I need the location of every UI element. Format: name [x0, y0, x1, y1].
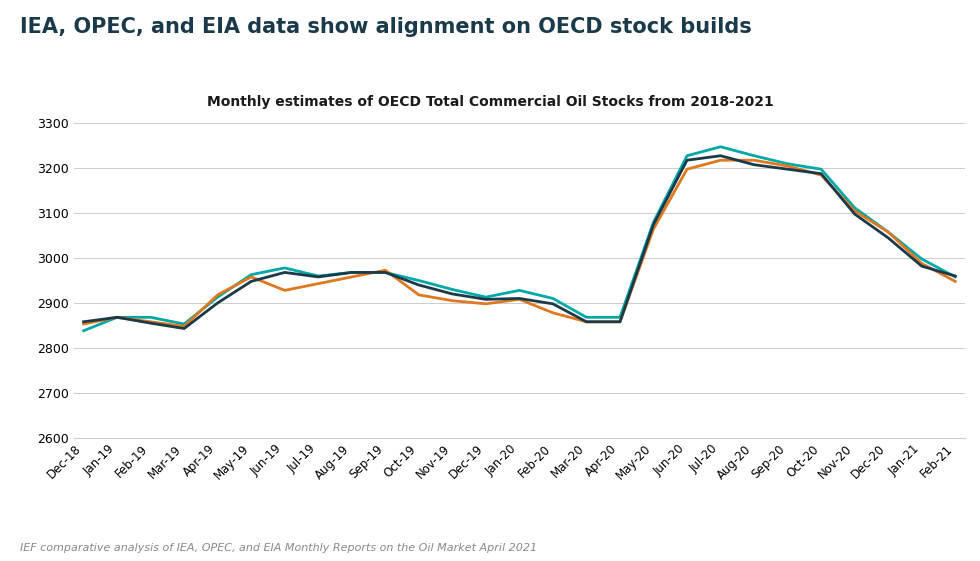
IEA (OECD total commercial stocks): [748, 162, 760, 168]
Text: IEA, OPEC, and EIA data show alignment on OECD stock builds: IEA, OPEC, and EIA data show alignment o…: [20, 17, 752, 37]
OPEC (OECD total commercial stocks): [178, 321, 190, 328]
OPEC (OECD total commercial stocks): [111, 314, 122, 321]
EIA (OECD total commercial stocks): [547, 310, 559, 316]
OPEC (OECD total commercial stocks): [346, 269, 358, 276]
IEA (OECD total commercial stocks): [413, 282, 424, 288]
IEA (OECD total commercial stocks): [714, 153, 726, 159]
IEA (OECD total commercial stocks): [648, 221, 660, 228]
IEA (OECD total commercial stocks): [681, 157, 693, 164]
OPEC (OECD total commercial stocks): [547, 295, 559, 302]
OPEC (OECD total commercial stocks): [614, 314, 626, 321]
IEA (OECD total commercial stocks): [614, 319, 626, 325]
OPEC (OECD total commercial stocks): [950, 274, 961, 280]
Line: IEA (OECD total commercial stocks): IEA (OECD total commercial stocks): [83, 156, 956, 329]
OPEC (OECD total commercial stocks): [714, 144, 726, 150]
Line: EIA (OECD total commercial stocks): EIA (OECD total commercial stocks): [83, 160, 956, 327]
EIA (OECD total commercial stocks): [379, 267, 391, 274]
EIA (OECD total commercial stocks): [313, 280, 324, 287]
OPEC (OECD total commercial stocks): [447, 286, 459, 293]
IEA (OECD total commercial stocks): [580, 319, 592, 325]
IEA (OECD total commercial stocks): [77, 319, 89, 325]
OPEC (OECD total commercial stocks): [748, 153, 760, 159]
Text: IEF comparative analysis of IEA, OPEC, and EIA Monthly Reports on the Oil Market: IEF comparative analysis of IEA, OPEC, a…: [20, 542, 537, 553]
Text: Monthly estimates of OECD Total Commercial Oil Stocks from 2018-2021: Monthly estimates of OECD Total Commerci…: [207, 95, 773, 109]
EIA (OECD total commercial stocks): [514, 296, 525, 303]
OPEC (OECD total commercial stocks): [580, 314, 592, 321]
Line: OPEC (OECD total commercial stocks): OPEC (OECD total commercial stocks): [83, 147, 956, 331]
OPEC (OECD total commercial stocks): [849, 204, 860, 211]
EIA (OECD total commercial stocks): [212, 292, 223, 298]
OPEC (OECD total commercial stocks): [815, 166, 827, 173]
OPEC (OECD total commercial stocks): [514, 287, 525, 294]
OPEC (OECD total commercial stocks): [882, 229, 894, 236]
EIA (OECD total commercial stocks): [916, 260, 928, 267]
IEA (OECD total commercial stocks): [916, 263, 928, 269]
EIA (OECD total commercial stocks): [882, 229, 894, 236]
OPEC (OECD total commercial stocks): [648, 219, 660, 226]
OPEC (OECD total commercial stocks): [145, 314, 157, 321]
IEA (OECD total commercial stocks): [212, 300, 223, 306]
OPEC (OECD total commercial stocks): [782, 160, 794, 167]
EIA (OECD total commercial stocks): [178, 323, 190, 330]
EIA (OECD total commercial stocks): [245, 274, 257, 280]
OPEC (OECD total commercial stocks): [916, 256, 928, 263]
OPEC (OECD total commercial stocks): [413, 277, 424, 284]
EIA (OECD total commercial stocks): [77, 321, 89, 328]
EIA (OECD total commercial stocks): [447, 297, 459, 304]
IEA (OECD total commercial stocks): [145, 320, 157, 327]
EIA (OECD total commercial stocks): [681, 166, 693, 173]
OPEC (OECD total commercial stocks): [77, 328, 89, 334]
EIA (OECD total commercial stocks): [648, 226, 660, 232]
IEA (OECD total commercial stocks): [111, 314, 122, 321]
EIA (OECD total commercial stocks): [849, 208, 860, 214]
IEA (OECD total commercial stocks): [882, 234, 894, 241]
EIA (OECD total commercial stocks): [346, 274, 358, 280]
IEA (OECD total commercial stocks): [379, 269, 391, 276]
IEA (OECD total commercial stocks): [547, 301, 559, 307]
IEA (OECD total commercial stocks): [480, 296, 492, 303]
OPEC (OECD total commercial stocks): [245, 272, 257, 278]
EIA (OECD total commercial stocks): [580, 319, 592, 325]
IEA (OECD total commercial stocks): [447, 291, 459, 297]
EIA (OECD total commercial stocks): [480, 301, 492, 307]
EIA (OECD total commercial stocks): [748, 157, 760, 164]
EIA (OECD total commercial stocks): [714, 157, 726, 164]
OPEC (OECD total commercial stocks): [379, 269, 391, 276]
EIA (OECD total commercial stocks): [815, 172, 827, 178]
EIA (OECD total commercial stocks): [413, 292, 424, 298]
OPEC (OECD total commercial stocks): [313, 273, 324, 279]
OPEC (OECD total commercial stocks): [279, 265, 291, 272]
IEA (OECD total commercial stocks): [950, 273, 961, 279]
EIA (OECD total commercial stocks): [111, 314, 122, 321]
IEA (OECD total commercial stocks): [313, 274, 324, 280]
IEA (OECD total commercial stocks): [815, 171, 827, 177]
IEA (OECD total commercial stocks): [346, 269, 358, 276]
OPEC (OECD total commercial stocks): [480, 294, 492, 301]
IEA (OECD total commercial stocks): [245, 278, 257, 285]
OPEC (OECD total commercial stocks): [681, 153, 693, 159]
OPEC (OECD total commercial stocks): [212, 294, 223, 301]
EIA (OECD total commercial stocks): [145, 319, 157, 325]
IEA (OECD total commercial stocks): [849, 211, 860, 218]
EIA (OECD total commercial stocks): [782, 163, 794, 169]
IEA (OECD total commercial stocks): [782, 166, 794, 173]
IEA (OECD total commercial stocks): [279, 269, 291, 276]
EIA (OECD total commercial stocks): [279, 287, 291, 294]
IEA (OECD total commercial stocks): [178, 325, 190, 332]
EIA (OECD total commercial stocks): [614, 319, 626, 325]
EIA (OECD total commercial stocks): [950, 278, 961, 285]
IEA (OECD total commercial stocks): [514, 295, 525, 302]
